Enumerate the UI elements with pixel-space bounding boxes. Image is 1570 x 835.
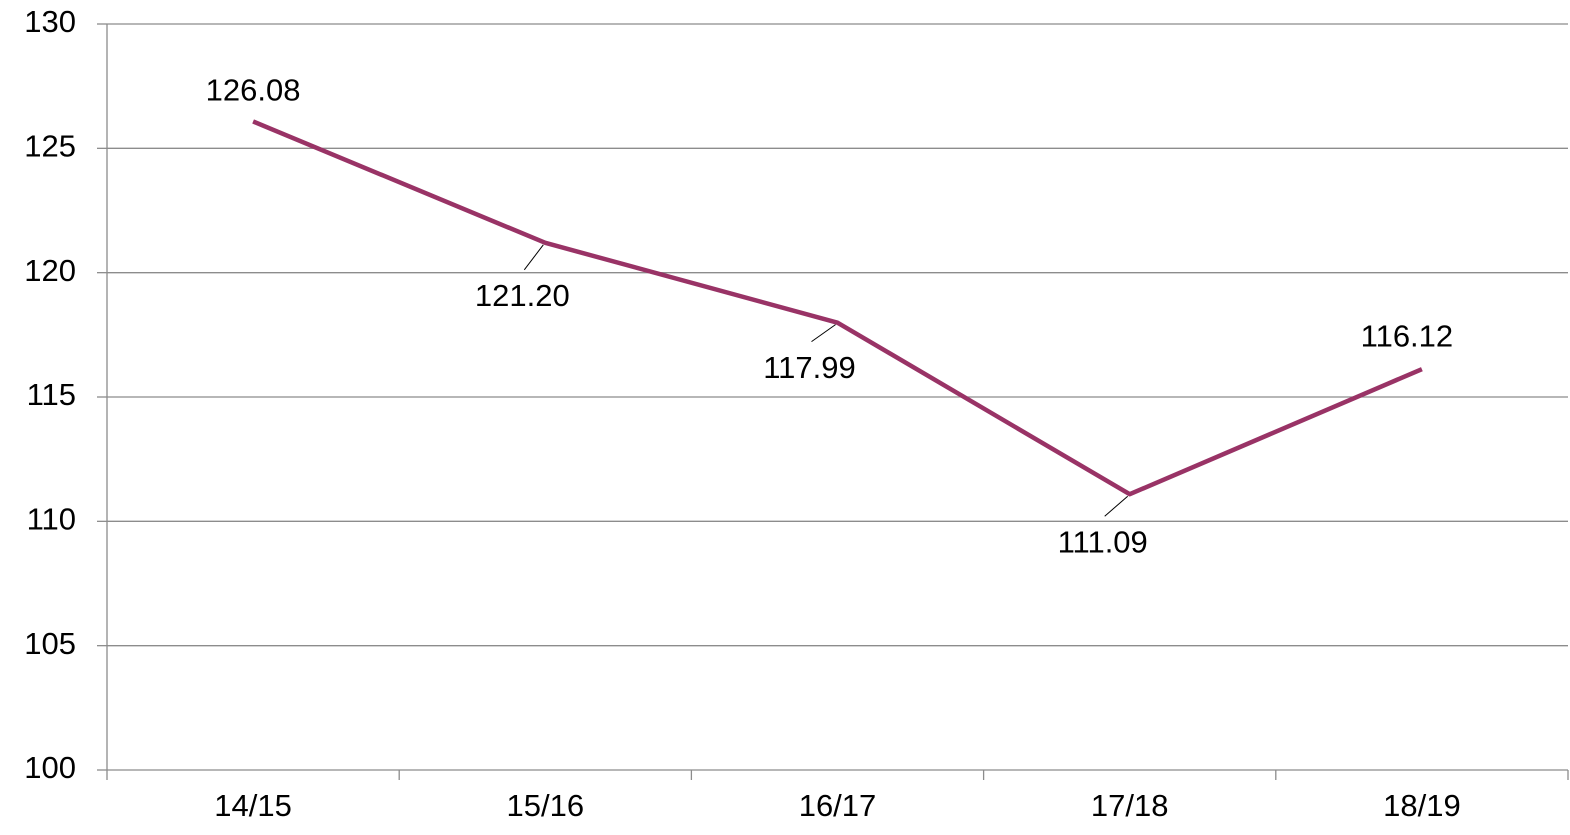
leader-line — [811, 324, 836, 343]
data-label: 116.12 — [1361, 318, 1454, 353]
x-tick-label: 18/19 — [1383, 788, 1461, 823]
leader-line — [523, 244, 544, 271]
y-tick-label: 100 — [24, 750, 76, 785]
data-label: 111.09 — [1058, 524, 1148, 559]
data-label: 126.08 — [206, 73, 301, 108]
x-tick-label: 14/15 — [214, 788, 292, 823]
y-tick-label: 105 — [24, 626, 76, 661]
y-tick-label: 110 — [27, 502, 76, 537]
y-tick-label: 130 — [24, 4, 76, 39]
line — [252, 119, 1423, 497]
y-tick-label: 120 — [24, 253, 76, 288]
y-tick-label: 125 — [24, 129, 76, 164]
data-label: 121.20 — [475, 278, 570, 313]
x-tick-label: 17/18 — [1091, 788, 1169, 823]
x-tick-label: 15/16 — [507, 788, 585, 823]
leader-line — [1104, 495, 1129, 517]
y-tick-label: 115 — [27, 377, 76, 412]
data-label: 117.99 — [763, 350, 856, 385]
x-tick-label: 16/17 — [799, 788, 877, 823]
